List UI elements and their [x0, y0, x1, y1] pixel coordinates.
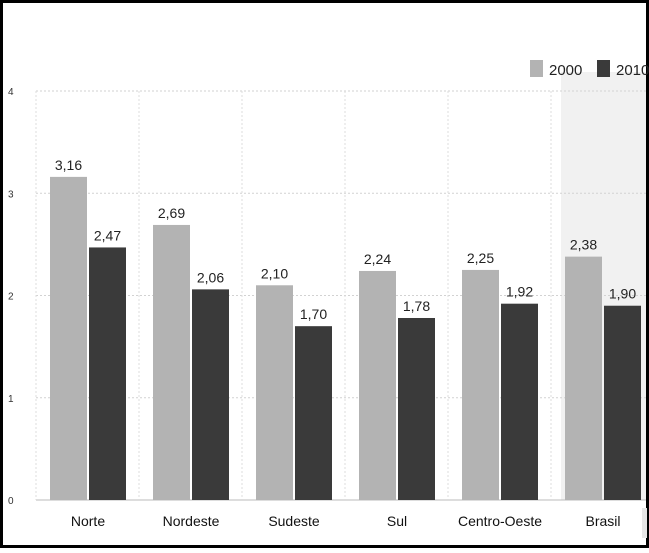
- bar-norte-2000: [50, 176, 87, 500]
- data-label-nordeste-2000: 2,69: [158, 205, 185, 221]
- bar-sul-2010: [398, 317, 435, 500]
- label-layer: 0 1 2 3 4 3,16 2,47 Norte 2,69 2,06 Nordeste 2,10 1,…: [8, 87, 636, 529]
- category-label-brasil: Brasil: [585, 513, 620, 529]
- bar-sudeste-2000: [256, 285, 293, 500]
- bar-sudeste-2010: [295, 326, 332, 500]
- legend-swatch-2000: [530, 60, 543, 77]
- legend: 2000 2010: [530, 60, 649, 79]
- bar-norte-2010: [89, 247, 126, 500]
- data-label-norte-2010: 2,47: [94, 227, 121, 243]
- category-label-centro-oeste: Centro-Oeste: [458, 513, 542, 529]
- data-label-sudeste-2010: 1,70: [300, 306, 327, 322]
- legend-swatch-2010: [597, 60, 610, 77]
- data-label-sul-2010: 1,78: [403, 298, 430, 314]
- data-label-sul-2000: 2,24: [364, 251, 391, 267]
- highlight-band-tab: [642, 508, 647, 538]
- data-label-norte-2000: 3,16: [55, 157, 82, 173]
- bar-nordeste-2010: [192, 289, 229, 500]
- grid-layer: [35, 90, 646, 501]
- legend-label-2000: 2000: [549, 62, 582, 79]
- bar-layer: [50, 176, 641, 500]
- category-label-nordeste: Nordeste: [163, 513, 220, 529]
- y-tick-label-4: 4: [8, 87, 14, 98]
- y-tick-label-0: 0: [8, 496, 14, 507]
- y-tick-label-1: 1: [8, 394, 14, 405]
- bar-centro-oeste-2010: [501, 303, 538, 500]
- data-label-sudeste-2000: 2,10: [261, 265, 288, 281]
- data-label-centro-oeste-2000: 2,25: [467, 250, 494, 266]
- y-tick-label-3: 3: [8, 189, 14, 200]
- bar-brasil-2000: [565, 256, 602, 500]
- category-label-norte: Norte: [71, 513, 105, 529]
- category-label-sudeste: Sudeste: [268, 513, 320, 529]
- bar-nordeste-2000: [153, 224, 190, 500]
- bar-sul-2000: [359, 270, 396, 500]
- legend-label-2010: 2010: [616, 62, 649, 79]
- data-label-nordeste-2010: 2,06: [197, 269, 224, 285]
- y-tick-label-2: 2: [8, 292, 14, 303]
- category-label-sul: Sul: [387, 513, 407, 529]
- data-label-centro-oeste-2010: 1,92: [506, 284, 533, 300]
- bar-brasil-2010: [604, 305, 641, 500]
- data-label-brasil-2010: 1,90: [609, 286, 636, 302]
- bar-centro-oeste-2000: [462, 269, 499, 500]
- data-label-brasil-2000: 2,38: [570, 237, 597, 253]
